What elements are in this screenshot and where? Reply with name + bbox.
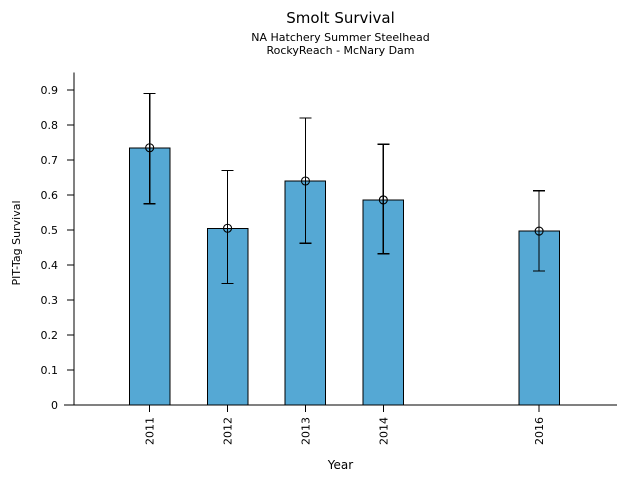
chart-subtitle-line-1: NA Hatchery Summer Steelhead xyxy=(251,31,430,44)
point-marker xyxy=(300,176,311,186)
y-tick-label: 0.9 xyxy=(41,84,59,97)
x-tick-label: 2011 xyxy=(144,417,157,445)
y-tick-label: 0.5 xyxy=(41,224,59,237)
y-tick-label: 0 xyxy=(51,399,58,412)
y-tick-label: 0.1 xyxy=(41,364,59,377)
y-tick-label: 0.6 xyxy=(41,189,59,202)
x-tick-label: 2012 xyxy=(222,417,235,445)
chart-subtitle-line-2: RockyReach - McNary Dam xyxy=(266,44,415,57)
y-axis-label: PIT-Tag Survival xyxy=(10,200,23,286)
y-tick-label: 0.2 xyxy=(41,329,59,342)
point-marker xyxy=(145,143,155,153)
x-tick-label: 2014 xyxy=(377,417,390,445)
point-marker xyxy=(223,223,233,233)
point-marker xyxy=(534,226,544,236)
y-tick-label: 0.8 xyxy=(41,119,59,132)
y-tick-label: 0.4 xyxy=(41,259,59,272)
x-axis-label: Year xyxy=(327,458,354,472)
x-tick-label: 2013 xyxy=(299,417,312,445)
chart-title: Smolt Survival xyxy=(286,9,395,27)
x-tick-label: 2016 xyxy=(533,417,546,445)
y-tick-label: 0.7 xyxy=(41,154,59,167)
y-tick-label: 0.3 xyxy=(41,294,59,307)
point-marker xyxy=(378,195,388,205)
